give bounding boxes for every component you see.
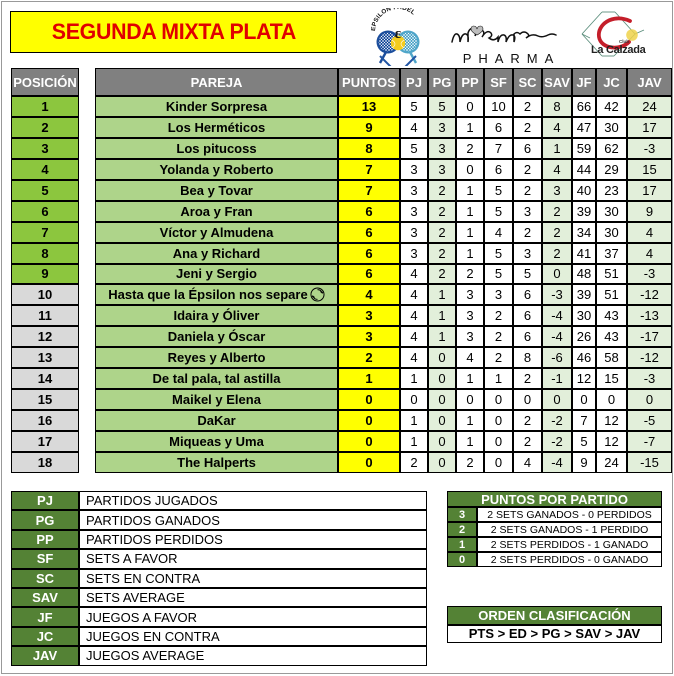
svg-text:EPSILON PADEL: EPSILON PADEL [371,8,416,31]
svg-text:ε: ε [395,26,402,42]
svg-text:La Calzada: La Calzada [591,44,647,56]
